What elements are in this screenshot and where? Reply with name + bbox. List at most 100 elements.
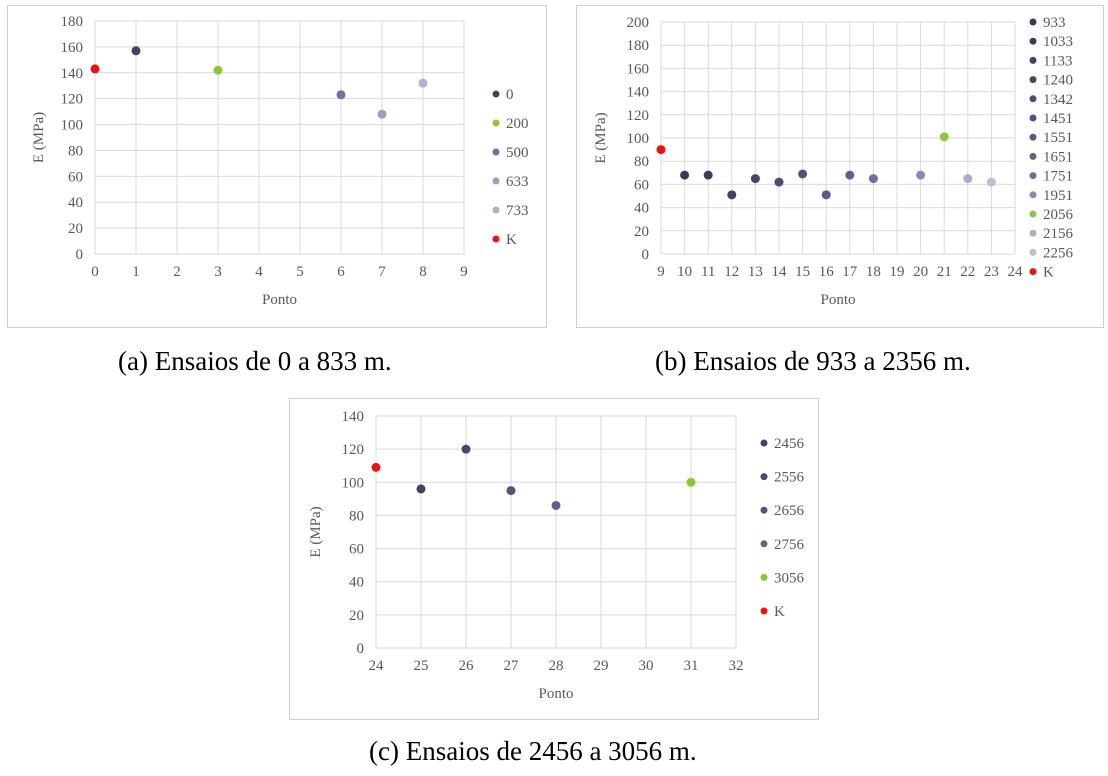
data-point bbox=[986, 177, 996, 187]
legend-marker bbox=[760, 439, 768, 447]
y-tick-label: 120 bbox=[61, 92, 84, 108]
y-tick-label: 0 bbox=[357, 641, 365, 657]
legend-label: 2656 bbox=[774, 503, 805, 519]
legend-marker bbox=[1029, 152, 1037, 160]
data-point bbox=[131, 46, 141, 56]
legend-label: 3056 bbox=[774, 570, 805, 586]
x-tick-label: 31 bbox=[684, 658, 699, 674]
data-point bbox=[686, 477, 696, 487]
legend-marker bbox=[1029, 172, 1037, 180]
legend-label: 200 bbox=[506, 116, 529, 132]
legend-label: K bbox=[774, 604, 785, 620]
y-axis-title: E (MPa) bbox=[593, 112, 609, 163]
legend-marker bbox=[760, 540, 768, 548]
chart-a-panel: 0 1 2 3 4 5 6 7 8 9 0 20 40 60 80 100 120 140 160 180 Ponto E… bbox=[7, 5, 547, 328]
chart-b-panel: 9 10 11 12 13 14 15 16 17 18 19 20 21 22 23 24 0 20 40 60 80… bbox=[576, 5, 1104, 328]
legend-marker bbox=[1029, 18, 1037, 26]
legend-marker bbox=[1029, 56, 1037, 64]
data-point bbox=[963, 174, 973, 184]
x-tick-label: 6 bbox=[337, 264, 345, 280]
data-point bbox=[774, 177, 784, 187]
legend-marker bbox=[760, 473, 768, 481]
data-point bbox=[750, 174, 760, 184]
y-tick-label: 100 bbox=[627, 131, 650, 147]
x-tick-label: 1 bbox=[132, 264, 140, 280]
legend-marker bbox=[1029, 133, 1037, 141]
y-tick-label: 60 bbox=[349, 542, 364, 558]
x-tick-label: 29 bbox=[594, 658, 609, 674]
y-tick-label: 20 bbox=[68, 221, 83, 237]
legend-label: 633 bbox=[506, 174, 529, 190]
y-tick-label: 60 bbox=[634, 177, 649, 193]
data-point bbox=[680, 170, 690, 180]
data-point bbox=[418, 78, 428, 88]
y-tick-label: 20 bbox=[349, 608, 364, 624]
legend-label: 0 bbox=[506, 87, 514, 103]
y-tick-label: 20 bbox=[634, 224, 649, 240]
legend-label: 1342 bbox=[1043, 92, 1073, 108]
legend-label: 1451 bbox=[1043, 111, 1073, 127]
data-point bbox=[727, 190, 737, 200]
x-tick-label: 17 bbox=[842, 264, 858, 280]
x-tick-label: 11 bbox=[701, 264, 715, 280]
y-tick-label: 0 bbox=[76, 247, 84, 263]
y-tick-label: 200 bbox=[627, 15, 650, 31]
x-tick-label: 0 bbox=[91, 264, 99, 280]
y-tick-label: 140 bbox=[342, 409, 365, 425]
legend-label: K bbox=[1043, 265, 1054, 281]
data-point bbox=[551, 500, 561, 510]
x-axis-title: Ponto bbox=[538, 686, 573, 702]
y-tick-label: 0 bbox=[642, 247, 650, 263]
x-tick-label: 20 bbox=[913, 264, 928, 280]
x-tick-label: 10 bbox=[677, 264, 692, 280]
legend-label: 733 bbox=[506, 203, 529, 219]
legend-marker bbox=[492, 119, 500, 127]
legend-label: 1951 bbox=[1043, 188, 1073, 204]
legend-label: K bbox=[506, 232, 517, 248]
y-tick-label: 160 bbox=[627, 61, 650, 77]
data-point bbox=[416, 484, 426, 494]
x-tick-label: 3 bbox=[214, 264, 222, 280]
x-tick-label: 32 bbox=[729, 658, 744, 674]
legend-marker bbox=[492, 177, 500, 185]
legend-marker bbox=[1029, 268, 1037, 276]
y-tick-label: 40 bbox=[634, 201, 649, 217]
legend-marker bbox=[1029, 210, 1037, 218]
y-tick-label: 100 bbox=[61, 118, 84, 134]
legend-label: 1551 bbox=[1043, 130, 1073, 146]
x-tick-label: 22 bbox=[960, 264, 975, 280]
x-tick-label: 27 bbox=[504, 658, 520, 674]
y-tick-label: 80 bbox=[349, 508, 364, 524]
data-point bbox=[868, 174, 878, 184]
x-tick-label: 7 bbox=[378, 264, 386, 280]
legend-marker bbox=[1029, 95, 1037, 103]
x-tick-label: 4 bbox=[255, 264, 263, 280]
legend-marker bbox=[1029, 37, 1037, 45]
legend-label: 2156 bbox=[1043, 226, 1074, 242]
y-tick-label: 120 bbox=[342, 442, 365, 458]
y-tick-label: 60 bbox=[68, 169, 83, 185]
data-point bbox=[656, 145, 666, 155]
legend-label: 933 bbox=[1043, 15, 1066, 31]
legend-label: 2056 bbox=[1043, 207, 1074, 223]
x-tick-label: 21 bbox=[937, 264, 952, 280]
y-tick-label: 160 bbox=[61, 40, 84, 56]
x-tick-label: 2 bbox=[173, 264, 181, 280]
y-tick-label: 40 bbox=[68, 195, 83, 211]
legend-label: 2456 bbox=[774, 436, 805, 452]
y-tick-label: 140 bbox=[61, 66, 84, 82]
data-point bbox=[461, 444, 471, 454]
x-tick-label: 23 bbox=[984, 264, 999, 280]
x-tick-label: 15 bbox=[795, 264, 810, 280]
x-tick-label: 9 bbox=[460, 264, 468, 280]
y-tick-label: 140 bbox=[627, 85, 650, 101]
x-tick-label: 13 bbox=[748, 264, 763, 280]
legend-label: 2256 bbox=[1043, 245, 1074, 261]
data-point bbox=[506, 486, 516, 496]
chart-c-plot: 24 25 26 27 28 29 30 31 32 0 20 40 60 80 100 120 140 Pont… bbox=[308, 409, 805, 702]
x-axis-title: Ponto bbox=[262, 292, 297, 308]
data-point bbox=[939, 132, 949, 142]
legend-label: 2556 bbox=[774, 470, 805, 486]
x-tick-label: 8 bbox=[419, 264, 427, 280]
x-tick-label: 25 bbox=[414, 658, 429, 674]
